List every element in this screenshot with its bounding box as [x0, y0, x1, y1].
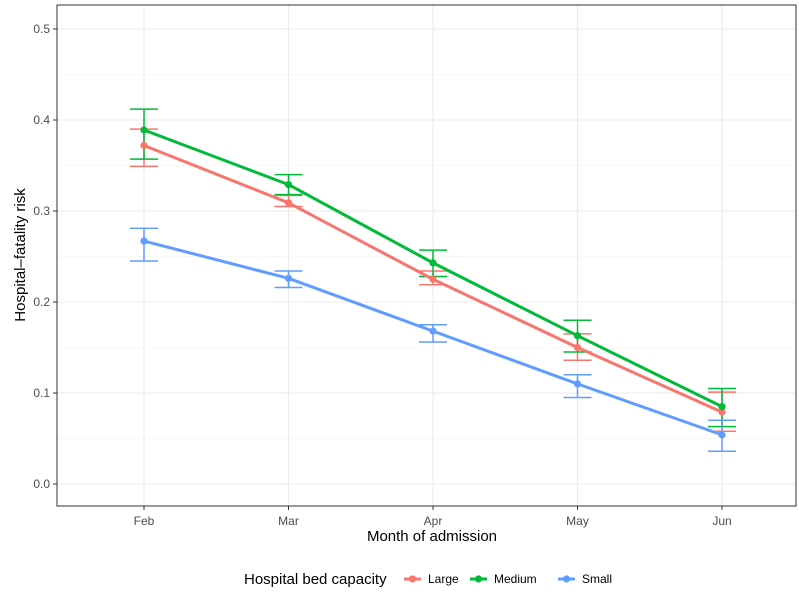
x-tick-label: Feb	[134, 514, 155, 528]
legend-key-point-large	[408, 575, 417, 583]
axis-ticks: 0.0 0.1 0.2 0.3 0.4 0.5 Feb Mar Apr May Jun	[33, 22, 731, 528]
y-axis-title: Hospital–fatality risk	[12, 188, 29, 322]
data-point-medium	[429, 259, 437, 267]
grid-layer	[57, 5, 796, 506]
data-point-small	[140, 237, 148, 245]
y-tick-label: 0.4	[33, 113, 50, 127]
data-point-medium	[140, 126, 148, 134]
data-point-small	[284, 274, 293, 282]
legend-items: Large Medium Small	[404, 572, 612, 586]
data-point-large	[718, 408, 726, 416]
data-point-small	[429, 327, 437, 335]
x-tick-label: Apr	[424, 514, 443, 528]
data-point-large	[140, 141, 148, 150]
y-tick-label: 0.1	[33, 386, 50, 400]
legend-label-small: Small	[582, 572, 612, 586]
legend-item-small: Small	[558, 572, 612, 586]
legend-item-large: Large	[404, 572, 459, 586]
panel-border	[56, 4, 797, 507]
data-point-medium	[284, 181, 293, 189]
legend: Hospital bed capacity Large Medium Small	[244, 571, 612, 588]
y-tick-label: 0.2	[33, 295, 50, 309]
x-tick-label: May	[566, 514, 589, 528]
x-axis-title: Month of admission	[367, 528, 497, 545]
y-tick-label: 0.0	[33, 477, 50, 491]
y-tick-label: 0.5	[33, 22, 50, 36]
x-tick-label: Jun	[712, 514, 731, 528]
legend-key-point-small	[562, 575, 571, 583]
legend-label-medium: Medium	[494, 572, 537, 586]
series-points	[140, 126, 726, 439]
data-point-medium	[718, 403, 726, 411]
data-point-large	[429, 275, 437, 283]
x-tick-label: Mar	[278, 514, 299, 528]
legend-key-point-medium	[474, 575, 483, 583]
data-point-medium	[573, 332, 582, 340]
data-point-large	[573, 343, 582, 352]
y-tick-label: 0.3	[33, 204, 50, 218]
legend-item-medium: Medium	[470, 572, 537, 586]
legend-label-large: Large	[428, 572, 459, 586]
data-point-small	[718, 431, 726, 439]
data-point-large	[284, 199, 293, 207]
legend-title: Hospital bed capacity	[244, 571, 387, 588]
errorbar-small	[130, 227, 158, 262]
data-point-small	[573, 380, 582, 388]
errorbar-medium	[130, 108, 158, 160]
